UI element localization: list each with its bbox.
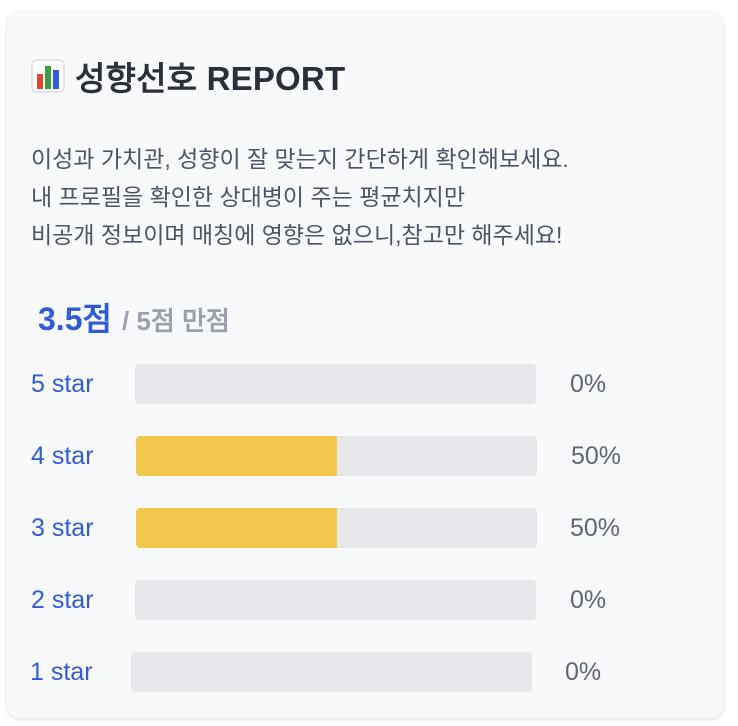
rating-percent: 50% bbox=[570, 514, 621, 542]
rating-bar-track bbox=[135, 580, 536, 620]
rating-percent: 0% bbox=[570, 586, 607, 614]
description-line: 내 프로필을 확인한 상대병이 주는 평균치지만 bbox=[31, 184, 465, 210]
rating-bar-fill bbox=[136, 508, 337, 548]
rating-bar-track bbox=[136, 436, 537, 476]
bar-chart-icon bbox=[31, 59, 65, 93]
description-line: 비공개 정보이며 매칭에 영향은 없으니,참고만 해주세요! bbox=[31, 222, 563, 248]
score-summary: 3.5점 / 5점 만점 bbox=[38, 294, 230, 337]
rating-label: 5 star bbox=[31, 370, 94, 398]
report-header: 성향선호 REPORT bbox=[31, 56, 345, 97]
rating-row-3-star: 3 star 50% bbox=[24, 508, 644, 548]
rating-bar-track bbox=[135, 364, 536, 404]
rating-percent: 50% bbox=[571, 442, 622, 470]
rating-bar-fill bbox=[136, 436, 337, 476]
rating-row-2-star: 2 star 0% bbox=[24, 580, 644, 620]
rating-row-4-star: 4 star 50% bbox=[24, 436, 644, 476]
rating-percent: 0% bbox=[570, 370, 607, 398]
average-score: 3.5점 bbox=[38, 301, 112, 337]
rating-label: 4 star bbox=[31, 442, 94, 470]
rating-bar-track bbox=[131, 652, 532, 692]
rating-row-1-star: 1 star 0% bbox=[24, 652, 644, 692]
rating-bar-track bbox=[136, 508, 537, 548]
rating-label: 3 star bbox=[31, 514, 94, 542]
rating-label: 1 star bbox=[30, 658, 93, 686]
rating-label: 2 star bbox=[31, 586, 94, 614]
rating-percent: 0% bbox=[565, 658, 602, 686]
score-max: / 5점 만점 bbox=[121, 306, 230, 336]
report-description: 이성과 가치관, 성향이 잘 맞는지 간단하게 확인해보세요. 내 프로필을 확… bbox=[31, 140, 691, 254]
description-line: 이성과 가치관, 성향이 잘 맞는지 간단하게 확인해보세요. bbox=[31, 146, 569, 172]
rating-row-5-star: 5 star 0% bbox=[24, 364, 644, 404]
report-title: 성향선호 REPORT bbox=[75, 60, 346, 97]
